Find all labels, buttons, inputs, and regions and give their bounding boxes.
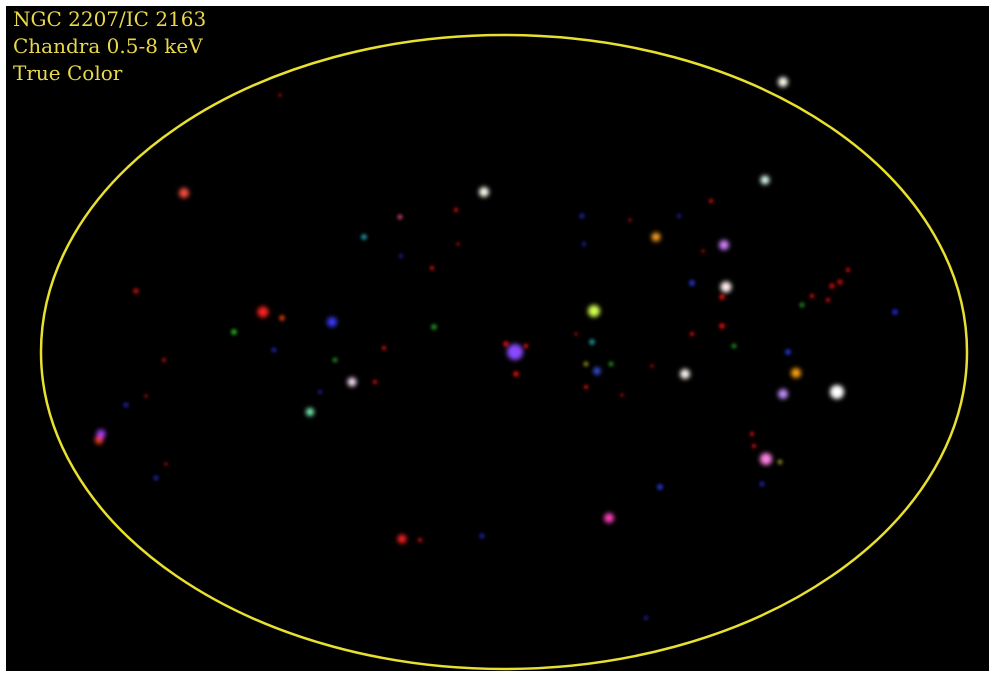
faint-source [231,329,237,335]
magenta-source [778,389,788,399]
faint-source [845,267,851,273]
faint-source [689,280,695,286]
xray-image-frame: NGC 2207/IC 2163 Chandra 0.5-8 keV True … [6,6,989,671]
faint-source [719,294,725,300]
faint-source [153,475,159,481]
faint-source [579,213,585,219]
faint-source [829,283,835,289]
faint-source [708,198,714,204]
faint-source [133,288,139,294]
faint-source [799,302,805,308]
bright-source-group [95,77,844,544]
faint-source [271,347,277,353]
faint-source [503,341,509,347]
magenta-source [604,513,614,523]
faint-source [417,537,423,543]
faint-source [608,361,614,367]
faint-source [749,431,755,437]
orange-source [651,232,661,242]
faint-source [479,533,485,539]
faint-source [278,93,282,97]
faint-source [583,384,589,390]
faint-source [123,402,129,408]
red-source [397,534,407,544]
faint-source [751,443,757,449]
faint-source [523,343,529,349]
faint-source [453,207,459,213]
blue-source [593,367,601,375]
image-caption: NGC 2207/IC 2163 Chandra 0.5-8 keV True … [13,6,206,87]
red-source [95,436,103,444]
orange-source [791,368,801,378]
faint-source [620,393,624,397]
white-source [760,175,770,185]
faint-source [583,361,589,367]
field-of-view-ellipse [39,33,969,671]
faint-source [456,242,460,246]
faint-source [279,315,285,321]
caption-line-instrument: Chandra 0.5-8 keV [13,34,203,58]
faint-source [332,357,338,363]
faint-source [582,242,586,246]
faint-source [318,390,322,394]
magenta-source [719,240,729,250]
faint-source [719,323,725,329]
blue-source [507,344,523,360]
caption-line-target: NGC 2207/IC 2163 [13,7,207,31]
white-source [720,281,732,293]
faint-source [777,459,783,465]
faint-source [825,297,831,303]
faint-source [701,249,705,253]
white-source [830,385,844,399]
faint-source [731,343,737,349]
xray-sky-map [39,33,969,671]
faint-source [381,345,387,351]
red-source [179,188,189,198]
faint-source [644,616,648,620]
white-source [479,187,489,197]
green-source [306,408,314,416]
faint-source [657,484,663,490]
faint-source [513,371,519,377]
faint-source [429,265,435,271]
faint-source [677,214,681,218]
faint-source [589,339,595,345]
caption-line-color-mode: True Color [13,61,123,85]
faint-source [431,324,437,330]
faint-source [809,293,815,299]
green-source [588,305,600,317]
blue-source [327,317,337,327]
faint-source [161,357,167,363]
white-source [778,77,788,87]
white-source [347,377,357,387]
faint-source [689,331,695,337]
faint-source-group [123,93,898,620]
faint-source [144,394,148,398]
white-source [680,369,690,379]
red-source [257,306,269,318]
faint-source [372,379,378,385]
faint-source [397,214,403,220]
faint-source [628,218,632,222]
faint-source [361,234,367,240]
magenta-source [760,453,772,465]
faint-source [650,364,654,368]
faint-source [785,349,791,355]
faint-source [759,481,765,487]
faint-source [574,332,578,336]
faint-source [837,279,843,285]
faint-source [399,254,403,258]
faint-source [164,462,168,466]
faint-source [892,309,898,315]
